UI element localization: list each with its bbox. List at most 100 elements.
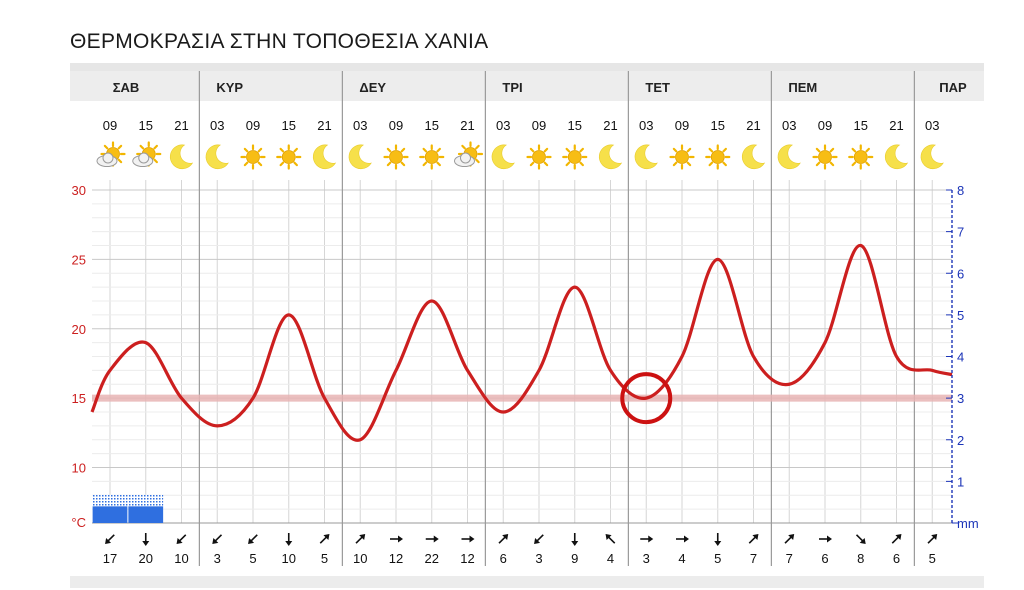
day-label-5: ΠΕΜ [788,80,817,95]
wind-arrow-icon [390,535,403,543]
wind-arrow-icon [714,533,722,546]
precipitation-hatch [92,495,128,507]
y-axis-precipitation: 1 2 3 4 5 6 7 8 mm [946,183,979,531]
wind-speed-label: 10 [353,551,367,566]
y-tick-precipitation: 8 [957,183,964,198]
wind-speed-label: 5 [249,551,256,566]
y-tick-temperature: 25 [72,252,86,267]
moon-icon [205,144,229,170]
y-tick-temperature: 30 [72,183,86,198]
day-label-3: ΤΡΙ [502,80,522,95]
sun-icon [276,144,302,170]
wind-speed-label: 5 [929,551,936,566]
wind-arrow-icon [676,535,689,543]
wind-arrow-icon [534,534,544,544]
top-bar [70,63,984,71]
hour-label: 03 [782,118,796,133]
partly-cloudy-icon [96,141,126,167]
day-dividers [198,71,915,566]
hour-label: 09 [818,118,832,133]
y-tick-temperature: 10 [72,461,86,476]
y-tick-precipitation: 2 [957,433,964,448]
y-tick-precipitation: 6 [957,266,964,281]
moon-icon [169,144,194,170]
wind-speed-label: 7 [750,551,757,566]
moon-icon [777,144,801,170]
chart-title: ΘΕΡΜΟΚΡΑΣΙΑ ΣΤΗΝ ΤΟΠΟΘΕΣΙΑ ΧΑΝΙΑ [70,30,489,53]
hour-label: 09 [246,118,260,133]
hour-label: 21 [174,118,188,133]
wind-arrow-icon [748,534,759,544]
wind-speed-label: 6 [500,551,507,566]
wind-row: 17 20 10 3 5 10 5 10 12 22 12 6 3 9 4 3 4 5 7 7 6 8 6 5 [103,533,938,566]
wind-arrow-icon [605,534,616,544]
wind-speed-label: 12 [460,551,474,566]
y-tick-precipitation: 4 [957,350,964,365]
day-header-bar [70,71,984,101]
wind-speed-label: 7 [786,551,793,566]
moon-icon [491,144,515,170]
wind-speed-label: 10 [282,551,296,566]
precipitation-hatch [128,495,164,507]
hour-label: 15 [854,118,868,133]
y-tick-precipitation: 7 [957,225,964,240]
hour-label: 15 [568,118,582,133]
hour-label: 03 [210,118,224,133]
hour-label: 21 [460,118,474,133]
moon-icon [312,144,337,170]
wind-arrow-icon [285,533,293,546]
wind-arrow-icon [891,534,902,544]
wind-speed-label: 5 [714,551,721,566]
wind-arrow-icon [461,535,475,543]
y-axis-unit-temperature: °C [71,515,86,530]
wind-arrow-icon [571,533,579,546]
wind-speed-label: 12 [389,551,403,566]
y-tick-temperature: 20 [72,322,86,337]
hour-label: 15 [425,118,439,133]
day-label-0: ΣΑΒ [113,80,140,95]
sun-icon [669,144,695,170]
day-label-4: ΤΕΤ [645,80,670,95]
sun-icon [562,144,588,170]
moon-icon [634,144,658,170]
wind-arrow-icon [784,534,795,544]
temperature-series [90,243,953,442]
hour-label: 15 [711,118,725,133]
hour-label: 09 [532,118,546,133]
hour-label: 21 [746,118,760,133]
hour-label: 09 [675,118,689,133]
wind-arrow-icon [212,534,223,544]
y-tick-precipitation: 1 [957,474,964,489]
hour-label: 21 [603,118,617,133]
sun-icon [705,144,731,170]
grid [92,180,952,524]
wind-arrow-icon [105,534,115,544]
y-axis-temperature: 10 15 20 25 30 °C [71,183,86,530]
wind-arrow-icon [425,535,439,543]
wind-speed-label: 9 [571,551,578,566]
wind-speed-label: 3 [643,551,650,566]
sun-icon [848,144,874,170]
day-labels: ΣΑΒ ΚΥΡ ΔΕΥ ΤΡΙ ΤΕΤ ΠΕΜ ΠΑΡ [113,80,967,95]
highlight-circle [620,372,673,425]
hour-label: 15 [139,118,153,133]
sun-icon [419,144,445,170]
sun-icon [526,144,552,170]
highlight-marker [620,372,673,425]
wind-speed-label: 3 [535,551,542,566]
wind-arrow-icon [498,534,509,544]
moon-icon [884,144,909,170]
wind-speed-label: 8 [857,551,864,566]
wind-speed-label: 10 [174,551,188,566]
wind-speed-label: 20 [139,551,153,566]
partly-cloudy-icon [454,141,484,167]
wind-speed-label: 6 [893,551,900,566]
sun-icon [240,144,266,170]
wind-arrow-icon [927,534,938,544]
wind-speed-label: 17 [103,551,117,566]
wind-arrow-icon [248,534,258,544]
hour-label: 03 [353,118,367,133]
hour-label: 21 [317,118,331,133]
sun-icon [383,144,409,170]
wind-speed-label: 3 [214,551,221,566]
